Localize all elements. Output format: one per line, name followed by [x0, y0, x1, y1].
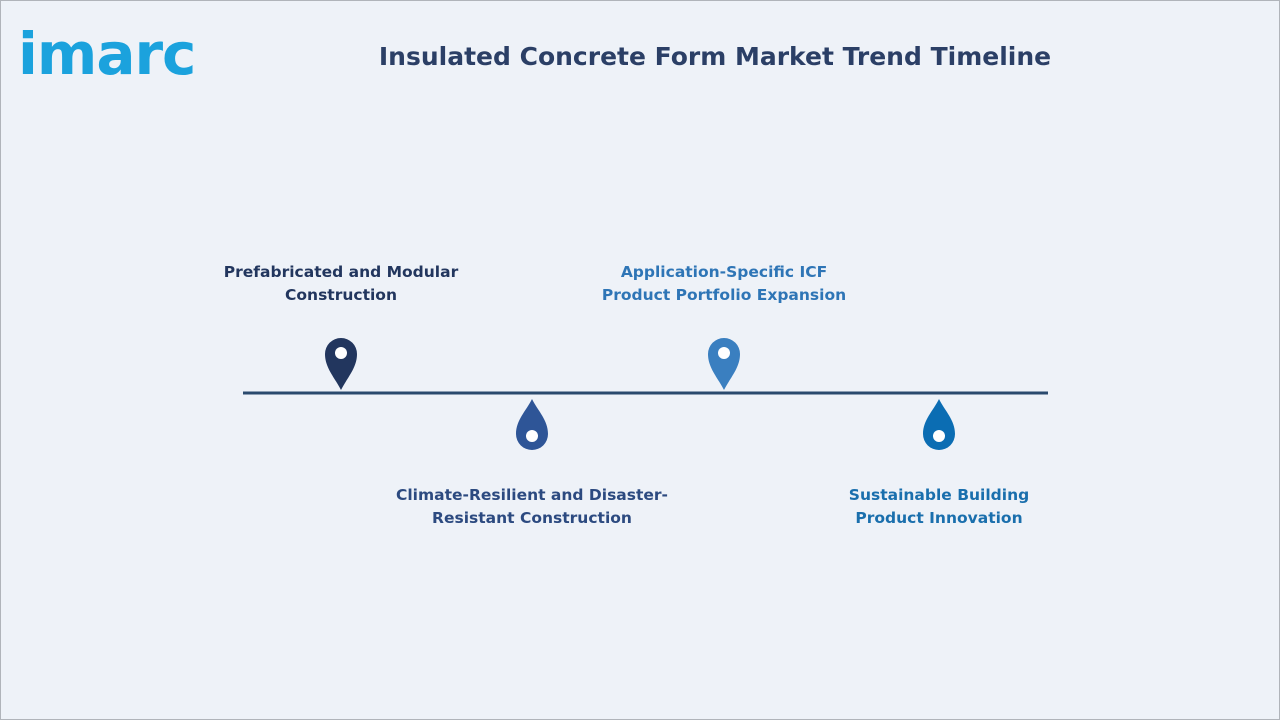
- marker-pin: [325, 338, 357, 390]
- item-label: Application-Specific ICF: [621, 263, 827, 281]
- marker-dot: [718, 347, 730, 359]
- timeline-items: Prefabricated and Modular Construction Cli…: [224, 263, 1029, 527]
- item-label: Resistant Construction: [432, 509, 632, 527]
- item-label: Product Innovation: [855, 509, 1022, 527]
- marker-pin: [923, 399, 955, 450]
- marker-dot: [526, 430, 538, 442]
- marker-dot: [335, 347, 347, 359]
- title: Insulated Concrete Form Market Trend Tim…: [379, 42, 1051, 71]
- marker-dot: [933, 430, 945, 442]
- item-label: Construction: [285, 286, 397, 304]
- item-label: Prefabricated and Modular: [224, 263, 459, 281]
- item-label: Climate-Resilient and Disaster-: [396, 486, 668, 504]
- marker-pin: [708, 338, 740, 390]
- marker-pin: [516, 399, 548, 450]
- item-label: Sustainable Building: [849, 486, 1029, 504]
- logo: imarc: [18, 20, 195, 88]
- item-label: Product Portfolio Expansion: [602, 286, 846, 304]
